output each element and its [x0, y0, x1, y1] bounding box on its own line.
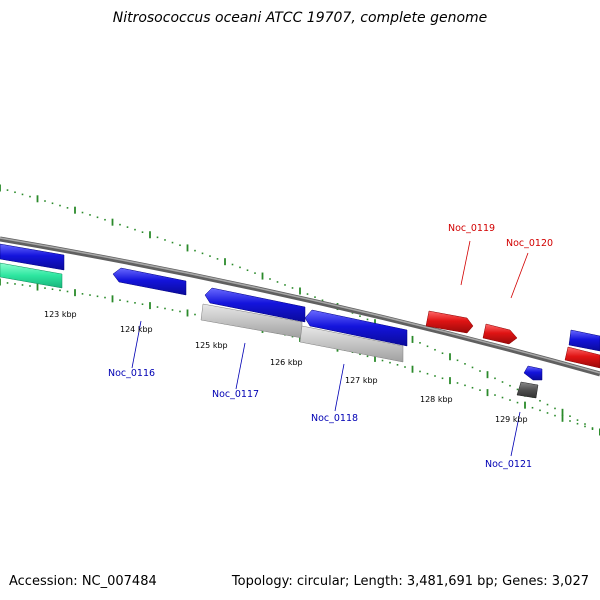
gene-label-noc-0118[interactable]: Noc_0118 — [311, 413, 358, 424]
gene-blue-left-edge[interactable] — [0, 243, 65, 271]
tick-label-127: 127 kbp — [345, 376, 378, 385]
gene-noc-0117[interactable] — [204, 287, 306, 323]
tick-label-128: 128 kbp — [420, 395, 453, 404]
tick-label-125: 125 kbp — [195, 341, 228, 350]
tick-label-126: 126 kbp — [270, 358, 303, 367]
tick-label-129: 129 kbp — [495, 415, 528, 424]
gene-labels: Noc_0116 Noc_0117 Noc_0118 Noc_0119 Noc_… — [108, 223, 553, 470]
other-features — [0, 262, 539, 399]
gene-label-noc-0120[interactable]: Noc_0120 — [506, 238, 553, 249]
map-title: Nitrosococcus oceani ATCC 19707, complet… — [112, 10, 488, 26]
feature-green-left[interactable] — [0, 262, 63, 289]
inner-ring-ticks — [0, 278, 600, 436]
gene-noc-0120[interactable] — [482, 323, 518, 345]
forward-strand-genes — [0, 243, 600, 381]
genome-summary: Topology: circular; Length: 3,481,691 bp… — [231, 574, 589, 589]
gene-label-noc-0117[interactable]: Noc_0117 — [212, 389, 259, 400]
accession-label: Accession: NC_007484 — [9, 574, 157, 589]
gene-noc-0118[interactable] — [304, 309, 408, 347]
reverse-strand-genes — [425, 310, 600, 369]
gene-label-noc-0121[interactable]: Noc_0121 — [485, 459, 532, 470]
genome-backbone — [0, 236, 600, 377]
tick-label-123: 123 kbp — [44, 310, 77, 319]
gene-noc-0116[interactable] — [112, 267, 187, 296]
gene-noc-0119[interactable] — [425, 310, 474, 334]
tick-label-124: 124 kbp — [120, 325, 153, 334]
tick-labels: 123 kbp 124 kbp 125 kbp 126 kbp 127 kbp … — [44, 310, 528, 424]
feature-pseudo-0118[interactable] — [299, 325, 404, 363]
gene-blue-right-edge[interactable] — [568, 329, 600, 352]
gene-red-edge[interactable] — [564, 346, 600, 369]
feature-dark-0121[interactable] — [516, 381, 539, 399]
gene-label-noc-0119[interactable]: Noc_0119 — [448, 223, 495, 234]
gene-noc-0121[interactable] — [523, 365, 543, 381]
outer-ring-ticks — [0, 184, 600, 436]
gene-label-callouts — [131, 240, 529, 457]
gene-label-noc-0116[interactable]: Noc_0116 — [108, 368, 155, 379]
